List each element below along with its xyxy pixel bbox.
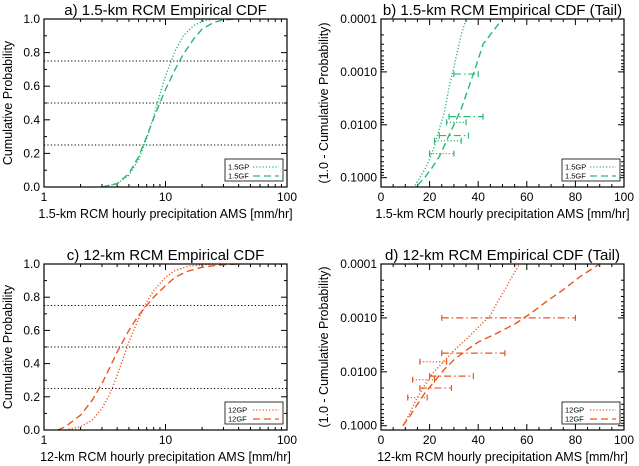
legend-label: 12GP [565, 406, 584, 415]
x-tick-label: 0 [378, 433, 385, 447]
y-tick-label: 0.0100 [340, 365, 377, 379]
x-tick-label: 80 [569, 433, 583, 447]
y-tick-label: 0.0 [23, 180, 40, 194]
x-tick-label: 10 [159, 190, 173, 204]
series-group [57, 264, 239, 430]
series-group [402, 264, 601, 427]
series-line-12GF [57, 264, 239, 430]
x-axis-label: 12-km RCM hourly precipitation AMS [mm/h… [377, 450, 628, 464]
y-axis-label: Cumulative Probability [1, 284, 15, 409]
plot-frame [380, 263, 625, 431]
panel-b: b) 1.5-km RCM Empirical CDF (Tail) 0 20 40 6… [317, 2, 634, 221]
series-group [414, 19, 504, 186]
x-tick-label: 100 [277, 433, 297, 447]
x-axis-label: 12-km RCM hourly precipitation AMS [mm/h… [40, 450, 291, 464]
x-tick-label: 0 [378, 190, 385, 204]
y-tick-label: 0.2 [23, 390, 40, 404]
legend-label: 12GF [565, 415, 584, 424]
x-tick-label: 20 [423, 190, 437, 204]
plot-frame [380, 18, 625, 188]
x-tick-label: 60 [520, 190, 534, 204]
legend-label: 1.5GP [565, 163, 586, 172]
panel-c: c) 12-km RCM Empirical CDF 1 10 100 0.0 0.2 0.… [1, 247, 297, 464]
series-group [101, 19, 239, 187]
series-line-12GF [402, 264, 601, 427]
plot-frame [43, 263, 288, 431]
legend-label: 12GF [228, 415, 247, 424]
x-tick-label: 80 [569, 190, 583, 204]
x-tick-label: 100 [614, 433, 634, 447]
panel-d: d) 12-km RCM Empirical CDF (Tail) 0 20 40 60… [317, 247, 634, 464]
y-axis-label: (1.0 - Cumulative Probability) [317, 266, 331, 427]
x-tick-label: 10 [159, 433, 173, 447]
y-tick-label: 0.0010 [340, 65, 377, 79]
x-tick-label: 60 [520, 433, 534, 447]
legend-label: 1.5GF [565, 172, 586, 181]
plot-frame [43, 18, 288, 188]
x-tick-label: 1 [41, 433, 48, 447]
series-line-1.5GP [101, 19, 224, 187]
x-tick-label: 100 [277, 190, 297, 204]
y-tick-label: 0.0 [23, 423, 40, 437]
y-axis-label: (1.0 - Cumulative Probability) [317, 22, 331, 183]
chart-title: a) 1.5-km RCM Empirical CDF [64, 2, 267, 19]
legend-label: 1.5GP [228, 163, 249, 172]
x-tick-label: 40 [472, 190, 486, 204]
x-tick-label: 40 [472, 433, 486, 447]
y-axis-label: Cumulative Probability [1, 40, 15, 165]
x-axis-label: 1.5-km RCM hourly precipitation AMS [mm/… [38, 207, 292, 221]
y-tick-label: 0.8 [23, 46, 40, 60]
y-tick-label: 0.4 [23, 357, 40, 371]
y-tick-label: 0.6 [23, 323, 40, 337]
y-tick-label: 0.4 [23, 113, 40, 127]
y-tick-label: 0.0010 [340, 311, 377, 325]
x-tick-label: 100 [614, 190, 634, 204]
series-line-12GP [402, 264, 521, 427]
series-line-1.5GF [416, 19, 504, 186]
y-tick-label: 0.0001 [340, 12, 377, 26]
chart-title: c) 12-km RCM Empirical CDF [67, 247, 265, 264]
legend-label: 12GP [228, 406, 247, 415]
y-tick-label: 0.1000 [340, 419, 377, 433]
legend-label: 1.5GF [228, 172, 249, 181]
y-tick-label: 0.8 [23, 290, 40, 304]
panel-a: a) 1.5-km RCM Empirical CDF 1 10 100 0.0 0.2 0… [1, 2, 297, 221]
y-tick-label: 1.0 [23, 12, 40, 26]
y-tick-label: 0.2 [23, 146, 40, 160]
y-tick-label: 0.0001 [340, 257, 377, 271]
y-tick-label: 1.0 [23, 257, 40, 271]
x-tick-label: 1 [41, 190, 48, 204]
x-tick-label: 20 [423, 433, 437, 447]
series-line-1.5GP [414, 19, 467, 186]
y-tick-label: 0.1000 [340, 171, 377, 185]
y-tick-label: 0.0100 [340, 118, 377, 132]
series-line-1.5GF [101, 19, 239, 187]
x-axis-label: 1.5-km RCM hourly precipitation AMS [mm/… [375, 207, 629, 221]
y-tick-label: 0.6 [23, 79, 40, 93]
chart-title: b) 1.5-km RCM Empirical CDF (Tail) [383, 2, 622, 19]
chart-title: d) 12-km RCM Empirical CDF (Tail) [385, 247, 620, 264]
